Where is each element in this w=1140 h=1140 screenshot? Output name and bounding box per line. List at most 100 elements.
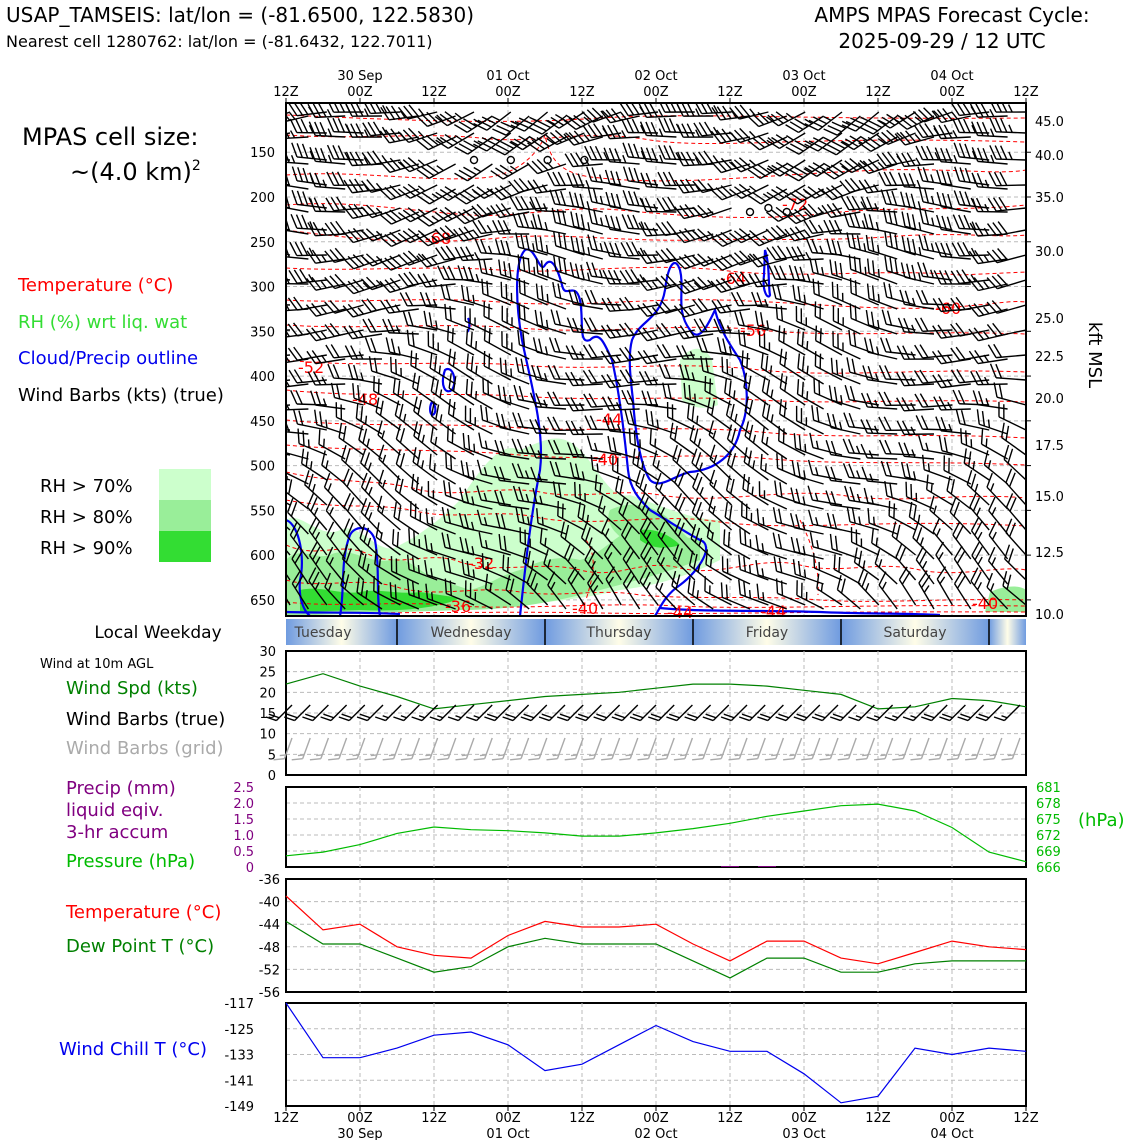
upper-barb (1000, 422, 1026, 456)
barb-flag (829, 533, 833, 549)
barb-flag (633, 191, 640, 206)
barb-flag (355, 103, 364, 117)
barb-flag (729, 188, 742, 199)
upper-barb (986, 472, 1009, 510)
barb-half-flag (579, 377, 585, 386)
barb-flag (337, 118, 346, 133)
barb-flag (642, 277, 653, 290)
barb-flag (586, 435, 593, 451)
upper-barb (324, 300, 364, 314)
barb-flag (721, 128, 732, 142)
barb-flag (768, 265, 776, 280)
upper-barb (971, 147, 1008, 165)
upper-barb (639, 567, 659, 606)
barb-half-flag (473, 166, 482, 173)
barb-flag (906, 212, 911, 228)
cross-section-axes: 15020025030035040045050055060065045.040.… (250, 115, 1064, 623)
barb-half-flag (859, 135, 868, 142)
barb-flag (1007, 448, 1014, 464)
nearest-cell: Nearest cell 1280762: lat/lon = (-81.643… (6, 32, 433, 51)
barb-flag (848, 438, 855, 454)
legend-wind-speed: Wind Spd (kts) (66, 678, 198, 699)
upper-barb (638, 493, 659, 531)
upper-barb (758, 331, 788, 360)
barb-flag (300, 448, 305, 464)
barb-flag (715, 234, 729, 245)
barb-half-flag (919, 537, 924, 546)
barb-staff (868, 272, 898, 285)
barb-flag (310, 497, 318, 512)
barb-flag (898, 442, 905, 457)
barb-flag (580, 214, 585, 230)
barb-flag (910, 483, 913, 500)
barb-flag (476, 186, 490, 197)
upper-barb (986, 248, 1026, 264)
barb-flag (373, 103, 382, 114)
barb-flag (300, 118, 309, 134)
barb-flag (463, 166, 477, 176)
barb-flag (342, 468, 350, 483)
barb-half-flag (434, 436, 438, 446)
barb-staff (647, 308, 677, 317)
barb-flag (612, 437, 617, 453)
true-wind-barb (411, 704, 439, 722)
barb-flag (603, 416, 611, 432)
barb-flag (324, 572, 331, 588)
upper-barb (943, 455, 972, 485)
bottom-tick-label: 12Z (421, 1111, 447, 1126)
upper-barb (531, 365, 567, 385)
barb-half-flag (579, 351, 585, 360)
barb-flag (547, 416, 556, 431)
barb-half-flag (368, 512, 373, 521)
upper-barb (1002, 571, 1026, 606)
barb-flag (502, 220, 511, 235)
grid-wind-barb (874, 737, 894, 761)
barb-half-flag (984, 376, 990, 385)
barb-flag (837, 757, 849, 761)
barb-staff (410, 515, 438, 531)
barb-flag (552, 391, 561, 406)
barb-flag (746, 757, 758, 761)
barb-flag (491, 147, 506, 156)
barb-flag (799, 266, 806, 282)
barb-flag (445, 245, 456, 259)
upper-barb (321, 450, 346, 485)
barb-half-flag (608, 576, 615, 585)
barb-flag (319, 411, 323, 427)
barb-flag (784, 228, 795, 242)
barb-half-flag (858, 516, 862, 525)
barb-half-flag (360, 372, 364, 381)
upper-barb (865, 309, 898, 335)
upper-barb (628, 428, 659, 456)
top-tick-label: 12Z (717, 85, 743, 100)
barb-flag (326, 117, 335, 132)
barb-flag (748, 424, 754, 440)
barb-flag (914, 393, 924, 408)
upper-barb (288, 369, 327, 384)
barb-flag (291, 757, 303, 761)
barb-half-flag (839, 421, 843, 431)
barb-half-flag (751, 486, 754, 495)
barb-half-flag (570, 754, 578, 757)
barb-staff (425, 305, 456, 310)
barb-flag (706, 397, 711, 413)
barb-half-flag (817, 207, 825, 215)
barb-staff (996, 254, 1026, 264)
barb-flag (941, 192, 948, 208)
barb-flag (451, 328, 454, 344)
barb-flag (788, 265, 795, 280)
barb-flag (580, 523, 588, 539)
barb-flag (789, 512, 795, 528)
upper-barb (971, 172, 1008, 190)
barb-staff (428, 163, 456, 179)
barb-flag (532, 337, 538, 353)
barb-flag (645, 409, 649, 425)
barb-flag (916, 527, 923, 542)
upper-barb (427, 481, 456, 510)
barb-flag (416, 169, 430, 179)
upper-barb (986, 300, 1026, 314)
grid-wind-barb (783, 737, 803, 761)
upper-barb (564, 371, 603, 387)
upper-barb (529, 392, 567, 410)
barb-half-flag (806, 365, 809, 375)
